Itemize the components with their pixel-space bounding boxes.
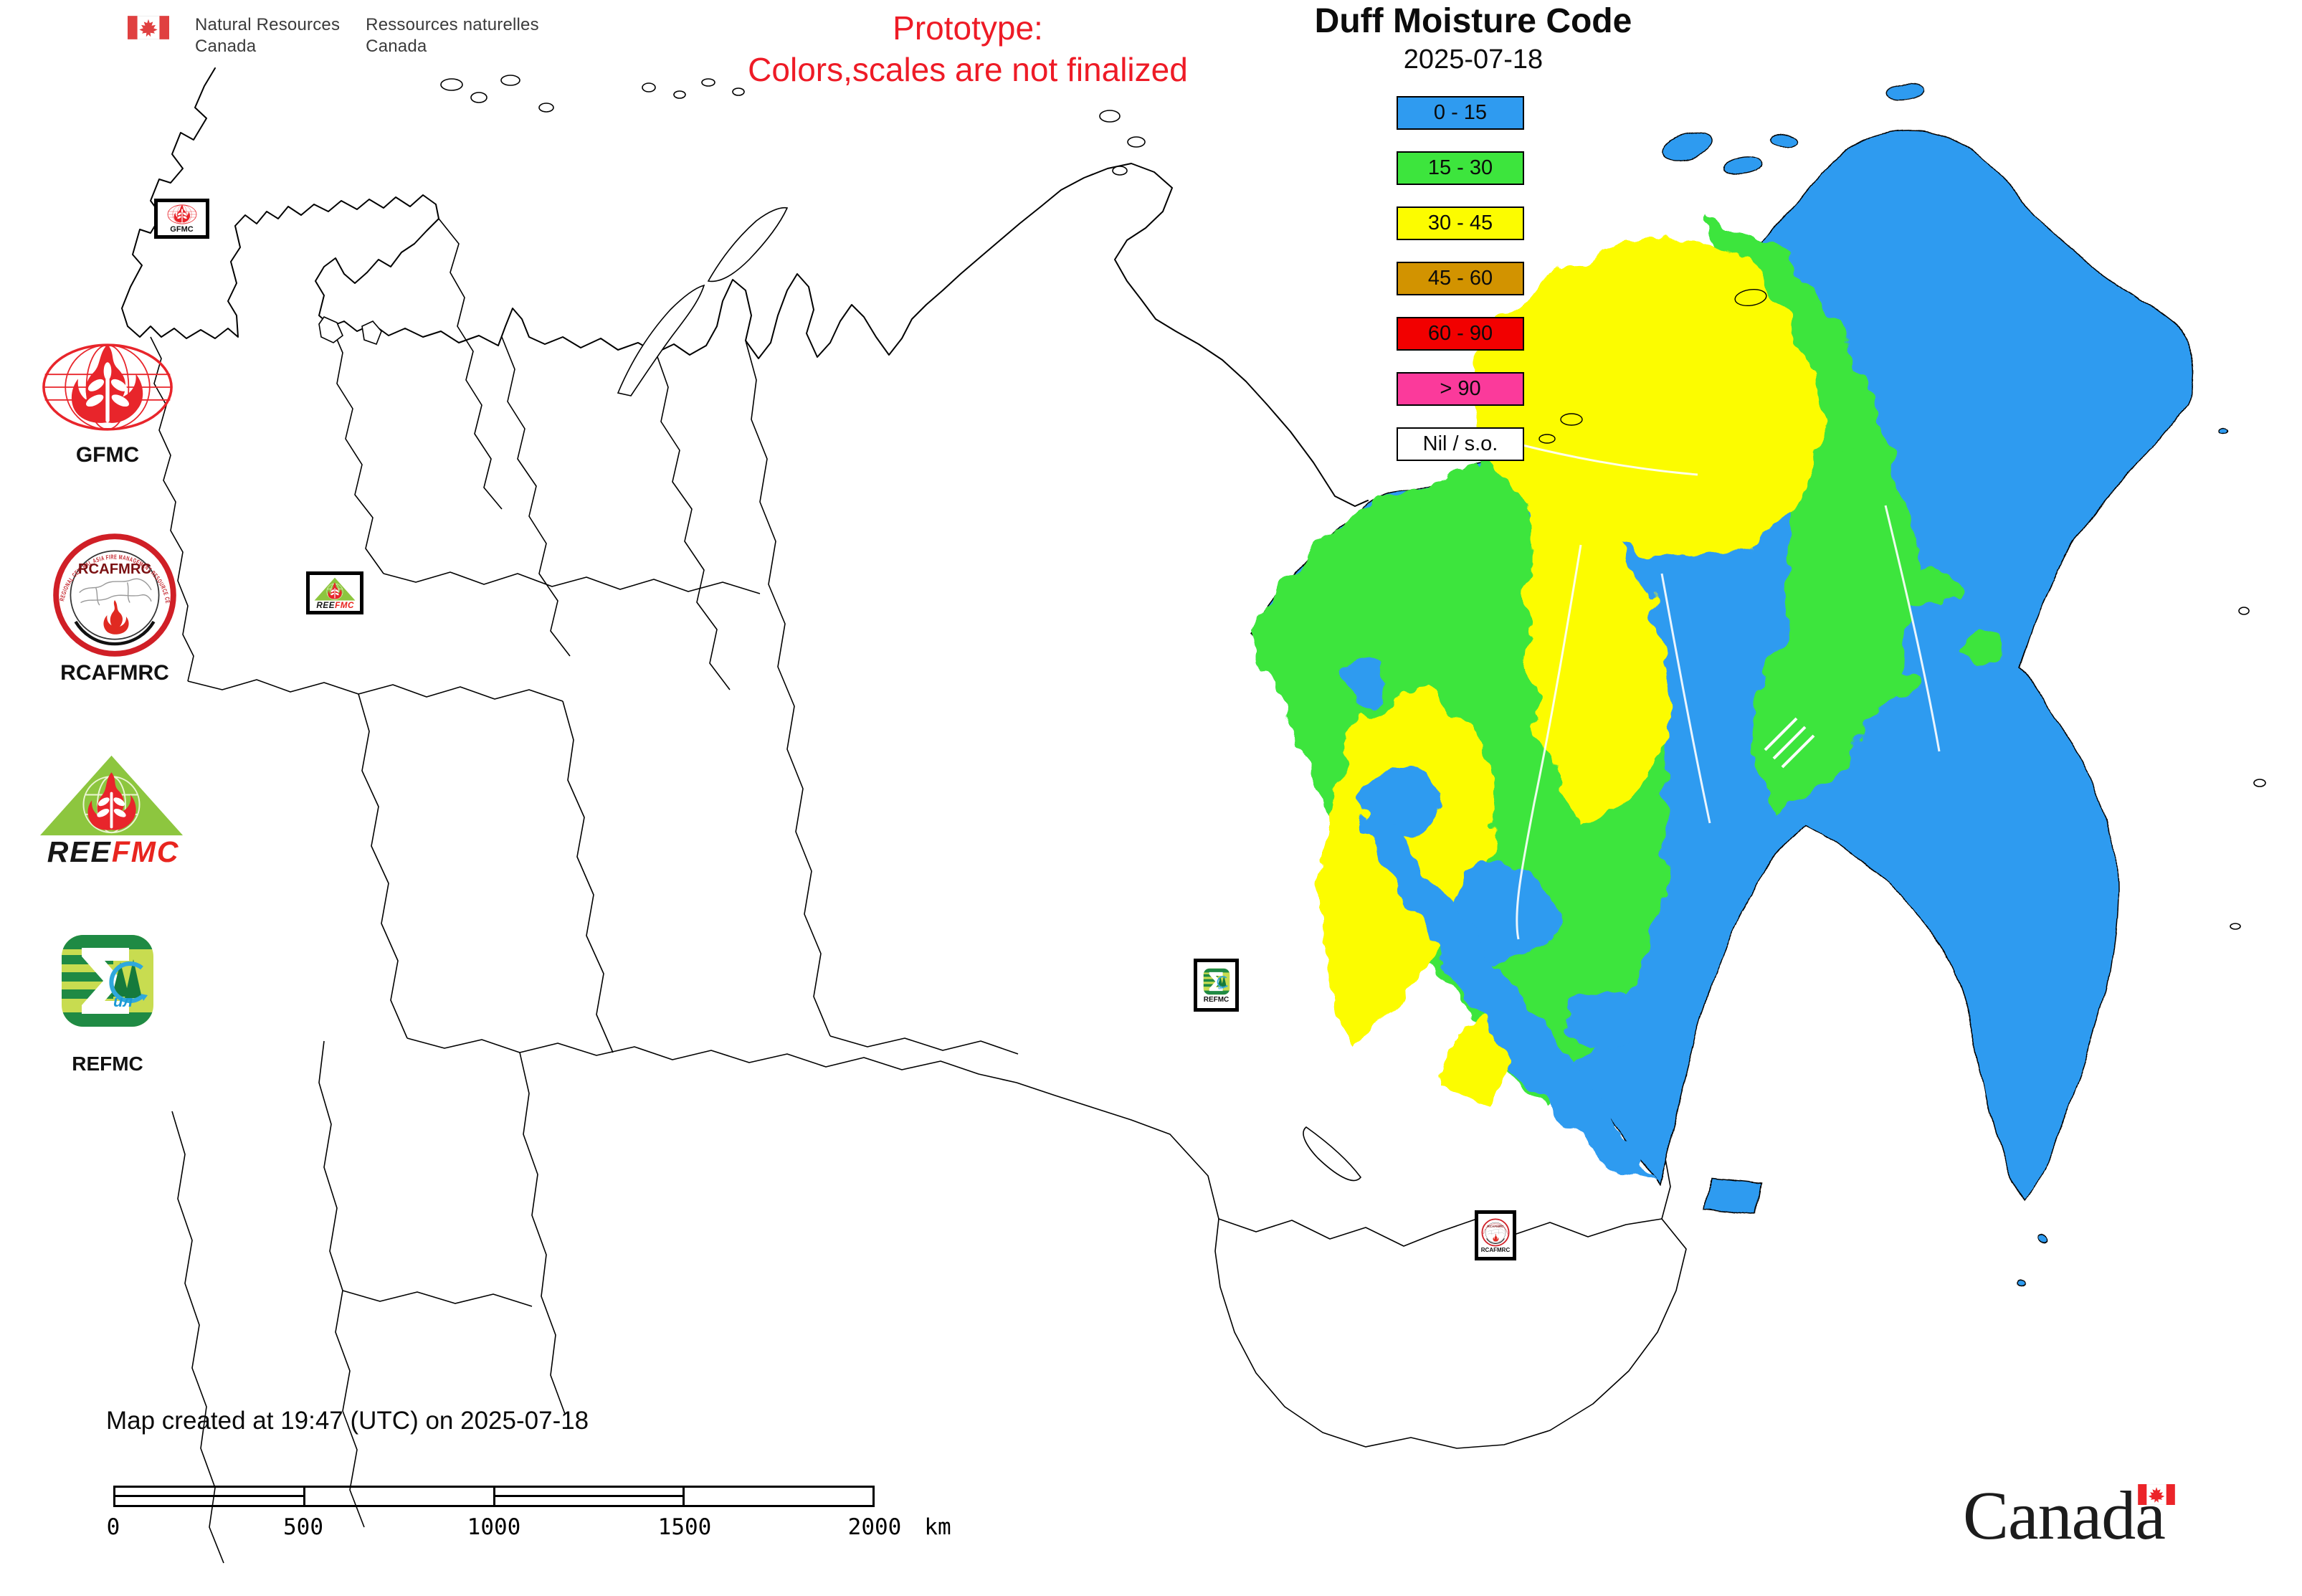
marker-label: RCAFMRC (1480, 1246, 1511, 1253)
dmc-legend: 0 - 15 15 - 30 30 - 45 45 - 60 60 - 90 >… (1397, 96, 1526, 483)
legend-label: 45 - 60 (1427, 267, 1493, 290)
legend-label: 30 - 45 (1427, 212, 1493, 234)
nrcan-fr-line2: Canada (366, 37, 427, 56)
refmc-logo (57, 931, 158, 1031)
reefmc-logo (34, 751, 189, 867)
scale-segment (305, 1488, 495, 1505)
scale-tick: 2000 (847, 1514, 902, 1540)
map-date: 2025-07-18 (1403, 44, 1544, 75)
scale-unit: km (924, 1514, 951, 1540)
legend-label: 15 - 30 (1427, 156, 1493, 179)
nrcan-name-en: Natural Resources Canada (195, 14, 340, 57)
nrcan-fr-line1: Ressources naturelles (366, 15, 539, 34)
legend-label: 0 - 15 (1433, 101, 1488, 124)
map-marker-refmc: REFMC (1194, 959, 1239, 1012)
legend-item-60-90: 60 - 90 (1397, 317, 1524, 351)
scale-tick: 1000 (467, 1514, 521, 1540)
coastlines-west (121, 67, 2266, 1564)
legend-label: > 90 (1440, 377, 1481, 400)
prototype-notice-line1: Prototype: (893, 9, 1043, 47)
scale-tick: 500 (283, 1514, 323, 1540)
legend-item-15-30: 15 - 30 (1397, 151, 1524, 185)
rcafmrc-logo (52, 532, 178, 658)
scale-bar (113, 1486, 875, 1507)
dmc-blue-inliers (1338, 661, 1660, 1187)
legend-item-nil: Nil / s.o. (1397, 427, 1524, 461)
refmc-label: REFMC (72, 1053, 143, 1075)
scale-segment (685, 1488, 872, 1505)
mongolia-outline (1214, 1218, 1687, 1449)
legend-item-0-15: 0 - 15 (1397, 96, 1524, 130)
reefmc-logo-icon (310, 576, 359, 609)
rcafmrc-logo-icon (1481, 1218, 1510, 1247)
legend-item-30-45: 30 - 45 (1397, 206, 1524, 240)
nrcan-name-fr: Ressources naturelles Canada (366, 14, 539, 57)
rcafmrc-label: RCAFMRC (60, 661, 169, 685)
nrcan-en-line1: Natural Resources (195, 15, 341, 34)
lake-ladoga (318, 316, 343, 343)
gfmc-label: GFMC (75, 443, 140, 467)
scale-tick: 0 (106, 1514, 120, 1540)
lake-onega (361, 320, 382, 346)
nrcan-en-line2: Canada (195, 37, 257, 56)
no-data-hatch (1764, 717, 1860, 994)
canada-wordmark-flag-icon (2136, 1484, 2177, 1505)
nrcan-signature: Natural Resources Canada Ressources natu… (128, 14, 539, 57)
scale-segment (495, 1488, 685, 1505)
scale-segment (115, 1488, 305, 1505)
map-marker-reefmc (306, 571, 363, 614)
scale-tick: 1500 (657, 1514, 712, 1540)
gfmc-logo (37, 337, 178, 437)
legend-item-gt-90: > 90 (1397, 372, 1524, 406)
canada-wordmark-text: Canada (1963, 1477, 2166, 1554)
legend-item-45-60: 45 - 60 (1397, 262, 1524, 295)
lake-baikal (1303, 1126, 1362, 1182)
page-title: Duff Moisture Code (1314, 2, 1632, 40)
scale-tick-labels: 0 500 1000 1500 2000 km (107, 1514, 974, 1543)
created-timestamp: Map created at 19:47 (UTC) on 2025-07-18 (106, 1407, 589, 1435)
map-marker-rcafmrc: RCAFMRC (1475, 1210, 1516, 1260)
river-lines (1516, 443, 1941, 940)
gfmc-logo-icon (165, 204, 199, 225)
prototype-notice: Prototype: Colors,scales are not finaliz… (617, 7, 1319, 90)
canada-flag-icon (128, 14, 169, 41)
marker-label: REFMC (1203, 995, 1230, 1004)
prototype-notice-line2: Colors,scales are not finalized (748, 51, 1188, 88)
marker-label: GFMC (170, 225, 194, 234)
refmc-logo-icon (1202, 967, 1231, 996)
legend-label: 60 - 90 (1427, 322, 1493, 345)
legend-label: Nil / s.o. (1422, 432, 1498, 455)
canada-wordmark: Canada (1963, 1476, 2165, 1555)
map-marker-gfmc: GFMC (154, 199, 209, 239)
dmc-yellow-islands (1538, 288, 1767, 444)
arctic-islands (440, 75, 2266, 930)
